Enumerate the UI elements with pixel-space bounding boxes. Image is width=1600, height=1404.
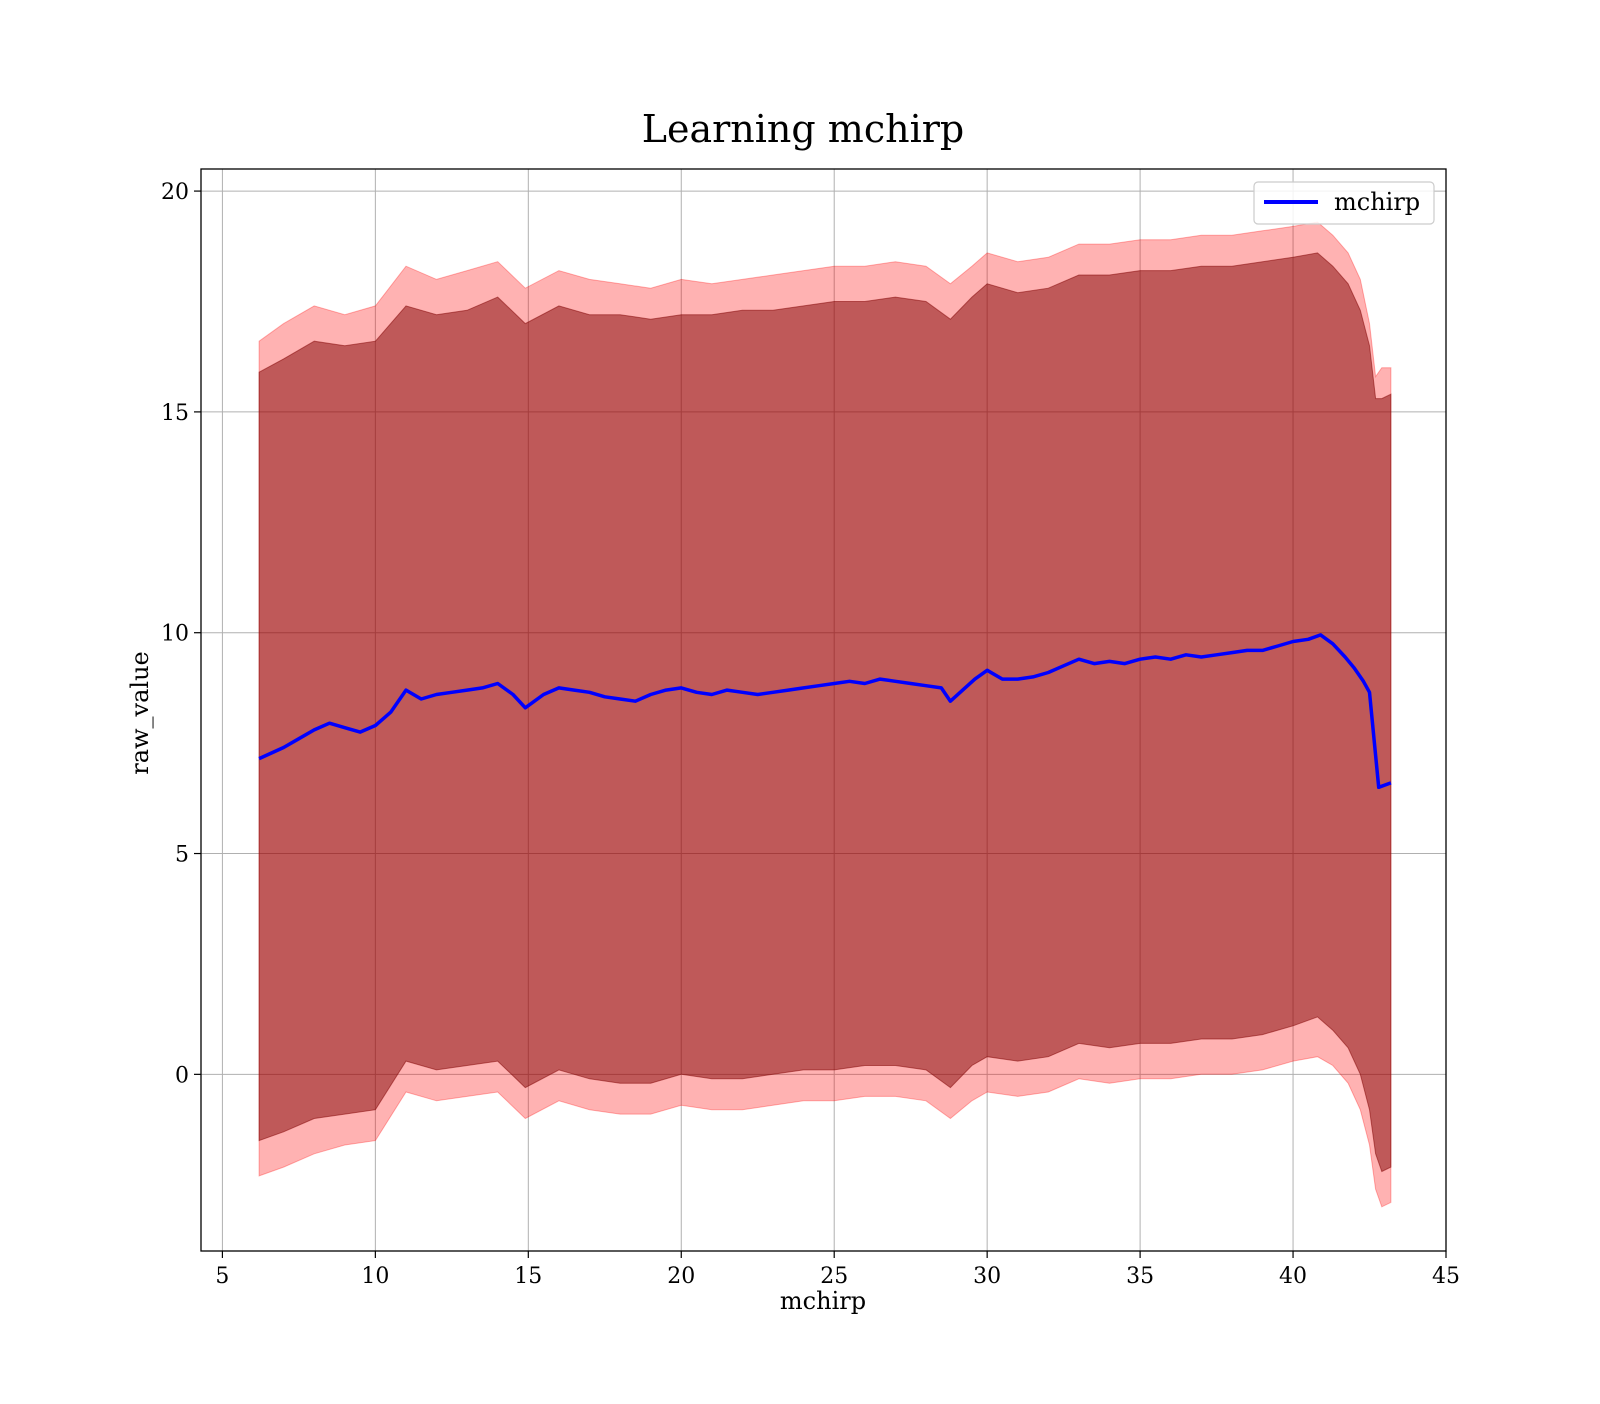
x-tick-label: 40 xyxy=(1279,1264,1307,1289)
y-axis-ticks: 0 5 10 15 20 xyxy=(161,180,201,1088)
x-axis-label: mchirp xyxy=(780,1287,866,1315)
y-tick-label: 0 xyxy=(175,1063,189,1088)
series-line-mchirp xyxy=(258,633,1392,790)
x-axis-ticks: 5 10 15 20 25 30 35 40 45 xyxy=(215,1251,1460,1289)
chart-title: Learning mchirp xyxy=(642,107,964,151)
x-tick-label: 30 xyxy=(973,1264,1001,1289)
x-tick-label: 20 xyxy=(667,1264,695,1289)
series-lines xyxy=(258,633,1392,790)
x-tick-label: 45 xyxy=(1432,1264,1460,1289)
x-tick-label: 10 xyxy=(361,1264,389,1289)
plot-frame xyxy=(200,168,1447,1252)
x-tick-label: 5 xyxy=(215,1264,229,1289)
y-axis-label: raw_value xyxy=(126,651,154,775)
confidence-bands xyxy=(258,221,1392,1208)
legend-label: mchirp xyxy=(1334,188,1420,216)
inner-band-area xyxy=(258,252,1392,1173)
legend: mchirp xyxy=(1253,181,1435,225)
y-tick-label: 20 xyxy=(161,180,189,205)
y-tick-label: 15 xyxy=(161,401,189,426)
x-tick-label: 15 xyxy=(514,1264,542,1289)
y-tick-label: 5 xyxy=(175,843,189,868)
y-tick-label: 10 xyxy=(161,622,189,647)
x-tick-label: 25 xyxy=(820,1264,848,1289)
legend-box xyxy=(1253,181,1435,225)
x-tick-label: 35 xyxy=(1126,1264,1154,1289)
